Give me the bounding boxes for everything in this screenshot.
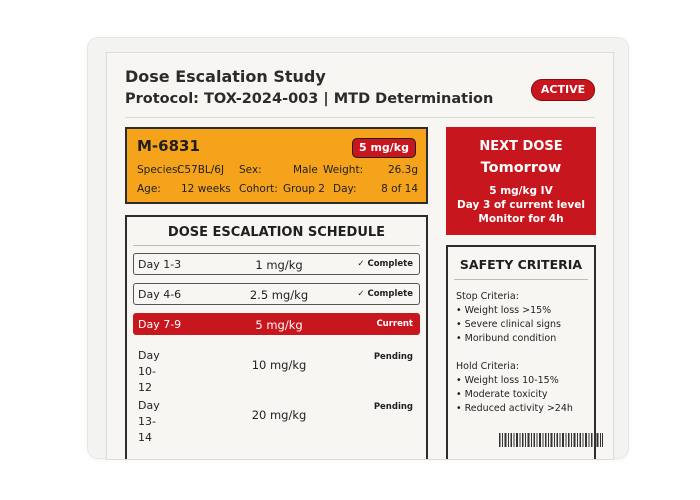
schedule-divider (133, 245, 420, 246)
study-title: Dose Escalation Study (125, 67, 326, 86)
day-label: Day: (333, 183, 357, 195)
schedule-row-pending: Day 10-12 10 mg/kg Pending (133, 345, 420, 394)
status-badge: ACTIVE (531, 79, 595, 101)
stop-criterion: • Weight loss >15% (456, 305, 552, 316)
next-dose-monitor: Monitor for 4h (478, 213, 564, 225)
row-status: ✓ Complete (357, 259, 413, 269)
species-value: C57BL/6J (177, 164, 225, 176)
hold-criterion: • Weight loss 10-15% (456, 375, 559, 386)
row-dose: 1 mg/kg (255, 258, 303, 272)
animal-row-1: Species: C57BL/6J Sex: Male Weight: 26.3… (137, 164, 418, 180)
schedule-row-current: Day 7-9 5 mg/kg Current (133, 313, 420, 335)
animal-row-2: Age: 12 weeks Cohort: Group 2 Day: 8 of … (137, 183, 418, 199)
hold-criteria-label: Hold Criteria: (456, 361, 519, 372)
protocol-subtitle: Protocol: TOX-2024-003 | MTD Determinati… (125, 91, 494, 107)
next-dose-when: Tomorrow (480, 160, 562, 176)
next-dose-panel: NEXT DOSE Tomorrow 5 mg/kg IV Day 3 of c… (446, 127, 596, 235)
row-dose: 10 mg/kg (251, 358, 307, 372)
animal-info-card: M-6831 5 mg/kg Species: C57BL/6J Sex: Ma… (125, 127, 428, 204)
row-day: Day 4-6 (138, 288, 182, 301)
row-dose: 5 mg/kg (255, 318, 303, 332)
next-dose-amount: 5 mg/kg IV (489, 185, 553, 197)
animal-id: M-6831 (137, 137, 200, 155)
species-label: Species: (137, 164, 181, 176)
row-day: Day 13-14 (138, 399, 160, 444)
row-day: Day 1-3 (138, 258, 182, 271)
row-status: Pending (373, 352, 413, 362)
e-ink-display: Dose Escalation Study Protocol: TOX-2024… (106, 52, 614, 460)
hold-criterion: • Reduced activity >24h (456, 403, 573, 414)
age-label: Age: (137, 183, 161, 195)
age-value: 12 weeks (181, 183, 231, 195)
barcode-image (499, 433, 603, 447)
safety-divider (454, 279, 588, 280)
schedule-row-complete: Day 1-3 1 mg/kg ✓ Complete (133, 253, 420, 275)
weight-label: Weight: (323, 164, 364, 176)
cohort-label: Cohort: (239, 183, 278, 195)
cohort-value: Group 2 (283, 183, 325, 195)
stop-criterion: • Moribund condition (456, 333, 557, 344)
row-status: Current (376, 319, 413, 329)
dose-schedule-panel: DOSE ESCALATION SCHEDULE Day 1-3 1 mg/kg… (125, 215, 428, 459)
stop-criterion: • Severe clinical signs (456, 319, 561, 330)
safety-criteria-panel: SAFETY CRITERIA Stop Criteria: • Weight … (446, 245, 596, 459)
safety-title: SAFETY CRITERIA (459, 257, 583, 272)
row-day: Day 10-12 (138, 349, 160, 394)
current-dose-badge: 5 mg/kg (351, 138, 416, 158)
day-value: 8 of 14 (381, 183, 418, 195)
hold-criterion: • Moderate toxicity (456, 389, 548, 400)
sex-label: Sex: (239, 164, 262, 176)
schedule-row-pending: Day 13-14 20 mg/kg Pending (133, 395, 420, 444)
schedule-title: DOSE ESCALATION SCHEDULE (167, 225, 386, 240)
sex-value: Male (293, 164, 318, 176)
row-dose: 20 mg/kg (251, 408, 307, 422)
weight-value: 26.3g (387, 164, 418, 176)
header-divider (125, 117, 595, 118)
schedule-row-complete: Day 4-6 2.5 mg/kg ✓ Complete (133, 283, 420, 305)
next-dose-note: Day 3 of current level (457, 199, 585, 211)
stop-criteria-label: Stop Criteria: (456, 291, 519, 302)
row-dose: 2.5 mg/kg (249, 288, 309, 302)
row-day: Day 7-9 (138, 318, 182, 331)
row-status: Pending (373, 402, 413, 412)
next-dose-title: NEXT DOSE (479, 139, 563, 154)
row-status: ✓ Complete (357, 289, 413, 299)
